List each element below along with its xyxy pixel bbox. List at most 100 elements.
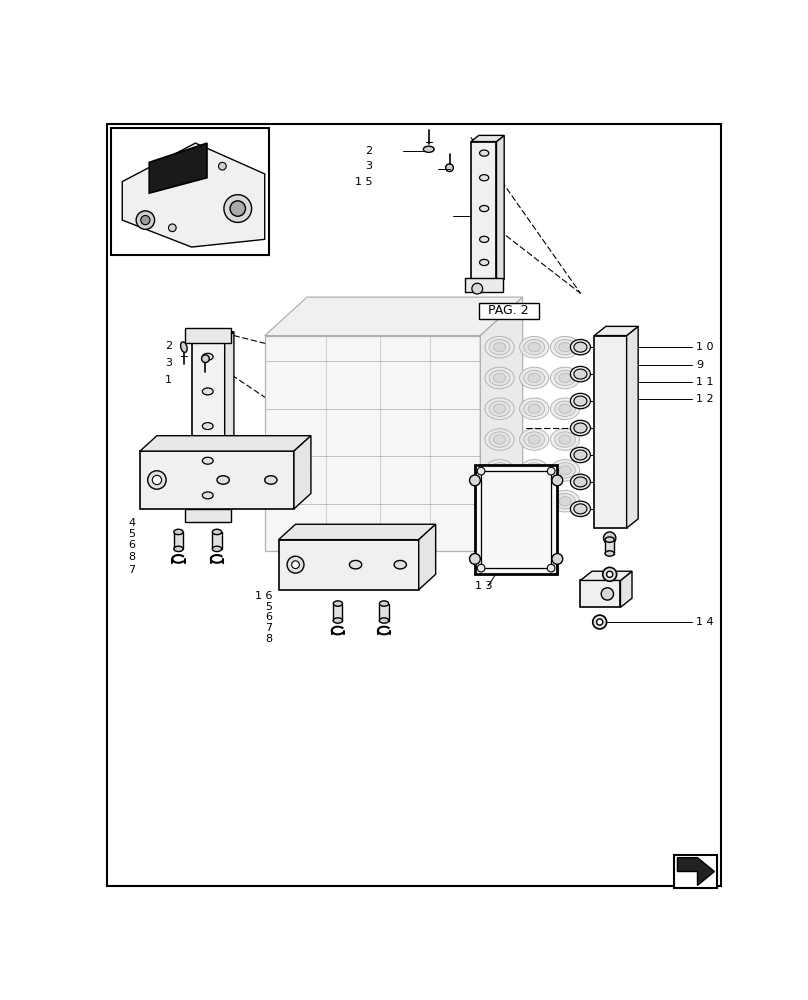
Circle shape bbox=[552, 554, 562, 564]
Ellipse shape bbox=[394, 560, 406, 569]
Text: 1 3: 1 3 bbox=[475, 581, 492, 591]
Ellipse shape bbox=[605, 537, 614, 542]
Ellipse shape bbox=[380, 601, 389, 606]
Ellipse shape bbox=[524, 339, 545, 355]
Bar bbox=[380, 604, 389, 620]
Circle shape bbox=[478, 564, 485, 572]
Polygon shape bbox=[294, 436, 311, 509]
Ellipse shape bbox=[265, 476, 277, 484]
Ellipse shape bbox=[524, 463, 545, 478]
Ellipse shape bbox=[574, 477, 587, 487]
Ellipse shape bbox=[554, 463, 575, 478]
Ellipse shape bbox=[485, 336, 514, 358]
Polygon shape bbox=[580, 571, 632, 580]
Ellipse shape bbox=[494, 466, 506, 475]
Ellipse shape bbox=[524, 401, 545, 416]
Polygon shape bbox=[185, 328, 231, 343]
Polygon shape bbox=[279, 524, 436, 540]
Circle shape bbox=[152, 475, 162, 485]
Ellipse shape bbox=[528, 373, 541, 383]
Polygon shape bbox=[627, 326, 638, 528]
Ellipse shape bbox=[559, 435, 571, 444]
Ellipse shape bbox=[570, 420, 591, 436]
Ellipse shape bbox=[574, 450, 587, 460]
Text: 1 4: 1 4 bbox=[696, 617, 713, 627]
Ellipse shape bbox=[520, 398, 549, 420]
Polygon shape bbox=[265, 297, 523, 336]
Circle shape bbox=[478, 467, 485, 475]
Ellipse shape bbox=[333, 618, 343, 623]
Bar bbox=[475, 465, 558, 574]
Circle shape bbox=[148, 471, 166, 489]
Polygon shape bbox=[149, 143, 207, 193]
Circle shape bbox=[603, 567, 617, 581]
Text: PAG. 2: PAG. 2 bbox=[489, 304, 529, 317]
Ellipse shape bbox=[524, 370, 545, 386]
Ellipse shape bbox=[202, 457, 213, 464]
Text: 3: 3 bbox=[365, 161, 372, 171]
Polygon shape bbox=[480, 297, 523, 551]
Ellipse shape bbox=[174, 529, 183, 535]
Polygon shape bbox=[225, 332, 234, 513]
Bar bbox=[213, 532, 221, 549]
Ellipse shape bbox=[380, 618, 389, 623]
Text: 5: 5 bbox=[128, 529, 136, 539]
Ellipse shape bbox=[570, 501, 591, 517]
Ellipse shape bbox=[520, 490, 549, 512]
Ellipse shape bbox=[489, 339, 510, 355]
Circle shape bbox=[469, 475, 480, 486]
Ellipse shape bbox=[349, 560, 362, 569]
Polygon shape bbox=[265, 336, 480, 551]
Circle shape bbox=[593, 615, 607, 629]
Polygon shape bbox=[140, 436, 311, 451]
Polygon shape bbox=[279, 540, 419, 590]
Text: 5: 5 bbox=[265, 602, 272, 612]
Ellipse shape bbox=[494, 373, 506, 383]
Ellipse shape bbox=[550, 367, 579, 389]
Polygon shape bbox=[185, 509, 231, 522]
Text: 1 2: 1 2 bbox=[696, 394, 713, 404]
Ellipse shape bbox=[213, 546, 221, 552]
Ellipse shape bbox=[202, 492, 213, 499]
Text: 6: 6 bbox=[265, 612, 272, 622]
Ellipse shape bbox=[480, 236, 489, 242]
Ellipse shape bbox=[480, 150, 489, 156]
Ellipse shape bbox=[554, 401, 575, 416]
Polygon shape bbox=[496, 135, 504, 286]
Polygon shape bbox=[122, 143, 265, 247]
Circle shape bbox=[136, 211, 154, 229]
Text: 2: 2 bbox=[165, 341, 172, 351]
Ellipse shape bbox=[180, 342, 187, 352]
Ellipse shape bbox=[174, 546, 183, 552]
Ellipse shape bbox=[202, 423, 213, 430]
Ellipse shape bbox=[494, 435, 506, 444]
Ellipse shape bbox=[570, 393, 591, 409]
Ellipse shape bbox=[333, 601, 343, 606]
Ellipse shape bbox=[489, 493, 510, 509]
Ellipse shape bbox=[485, 460, 514, 481]
Polygon shape bbox=[465, 278, 503, 292]
Ellipse shape bbox=[574, 504, 587, 514]
Ellipse shape bbox=[480, 205, 489, 212]
Ellipse shape bbox=[554, 432, 575, 447]
Ellipse shape bbox=[574, 423, 587, 433]
Ellipse shape bbox=[485, 429, 514, 450]
Circle shape bbox=[169, 224, 176, 232]
Bar bbox=[605, 540, 614, 554]
Circle shape bbox=[469, 554, 480, 564]
Ellipse shape bbox=[489, 370, 510, 386]
Polygon shape bbox=[621, 571, 632, 607]
Text: 2: 2 bbox=[365, 146, 372, 156]
Ellipse shape bbox=[559, 466, 571, 475]
Ellipse shape bbox=[550, 490, 579, 512]
Circle shape bbox=[607, 571, 612, 577]
Text: 4: 4 bbox=[128, 518, 136, 528]
Circle shape bbox=[552, 475, 562, 486]
Ellipse shape bbox=[559, 497, 571, 506]
Circle shape bbox=[547, 564, 555, 572]
Ellipse shape bbox=[489, 463, 510, 478]
Text: 6: 6 bbox=[128, 540, 136, 550]
Text: 1 5: 1 5 bbox=[355, 177, 372, 187]
Text: 7: 7 bbox=[265, 623, 272, 633]
Ellipse shape bbox=[489, 401, 510, 416]
